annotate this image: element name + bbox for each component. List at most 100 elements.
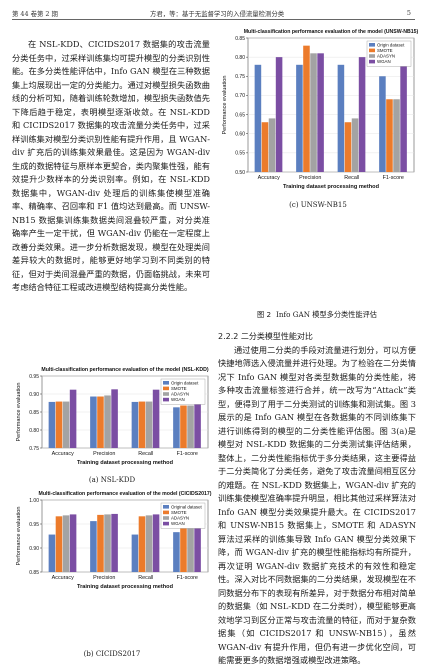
x-tick-label: Recall xyxy=(138,575,153,581)
bar xyxy=(145,515,153,572)
x-tick-label: Accuracy xyxy=(52,575,74,581)
legend-swatch xyxy=(163,381,169,385)
figure-caption-text: Info GAN 模型多分类性能评估 xyxy=(276,310,377,319)
right-column-text: 2.2.2 二分类模型性能对比 通过使用二分类的手段对流量进行划分，可以方便快捷… xyxy=(218,330,416,668)
x-tick-label: Precision xyxy=(299,175,321,181)
legend-swatch xyxy=(163,521,169,526)
x-tick-label: Accuracy xyxy=(52,451,74,457)
bar xyxy=(275,57,283,173)
bar xyxy=(351,118,359,172)
bar xyxy=(111,513,118,572)
bar xyxy=(138,516,146,572)
bar xyxy=(337,64,345,172)
running-title: 方君，等：基于无监督学习的入侵流量检测分类 xyxy=(150,10,285,18)
legend-swatch xyxy=(369,59,375,64)
bar xyxy=(62,401,70,448)
chart-title: Multi-classification performance evaluat… xyxy=(41,367,208,373)
chart-nsl: Multi-classification performance evaluat… xyxy=(16,367,209,466)
legend-label: ADASYN xyxy=(171,392,189,397)
bar xyxy=(268,118,276,172)
x-tick-label: F1-score xyxy=(177,451,198,457)
y-tick-label: 0.90 xyxy=(29,546,39,552)
bar xyxy=(173,407,180,448)
body-paragraph: 通过使用二分类的手段对流量进行划分，可以方便快捷地筛选入侵流量并进行处理。为了检… xyxy=(218,344,416,666)
y-tick-label: 0.60 xyxy=(235,132,245,138)
bar xyxy=(400,64,407,172)
bar xyxy=(187,405,194,448)
bar xyxy=(317,53,324,172)
bar xyxy=(145,401,153,448)
section-heading: 2.2.2 二分类模型性能对比 xyxy=(218,332,313,341)
legend-label: SMOTE xyxy=(377,48,393,53)
legend-label: ADASYN xyxy=(377,54,395,59)
bar xyxy=(180,515,187,572)
bar xyxy=(261,122,269,172)
bar xyxy=(310,53,317,172)
y-tick-label: 0.75 xyxy=(29,446,39,452)
left-column-text: 在 NSL-KDD、CICIDS2017 数据集的攻击流量分类任务中，过采样训练… xyxy=(12,38,210,295)
y-tick-label: 0.80 xyxy=(235,55,245,61)
bar xyxy=(303,45,310,172)
bar xyxy=(379,76,386,172)
y-tick-label: 0.50 xyxy=(235,170,245,176)
y-tick-label: 0.90 xyxy=(29,392,39,398)
legend-label: Origin dataset xyxy=(171,380,199,385)
y-tick-label: 0.95 xyxy=(29,522,39,528)
bar xyxy=(90,521,97,572)
bar xyxy=(138,401,146,448)
bar xyxy=(48,401,56,448)
figure-cic: Multi-classification performance evaluat… xyxy=(12,488,212,600)
legend-label: SMOTE xyxy=(171,510,187,515)
header-rule xyxy=(12,19,415,20)
x-tick-label: F1-score xyxy=(177,575,198,581)
y-tick-label: 0.85 xyxy=(29,570,39,576)
bar xyxy=(69,514,77,572)
x-tick-label: Precision xyxy=(93,451,115,457)
bar xyxy=(104,395,111,448)
bar xyxy=(55,401,63,448)
legend-label: Origin dataset xyxy=(377,42,405,47)
chart-title: Multi-classification performance evaluat… xyxy=(39,491,212,497)
bar xyxy=(55,516,63,572)
legend-swatch xyxy=(369,48,375,53)
y-tick-label: 0.85 xyxy=(29,410,39,416)
bar xyxy=(104,514,111,572)
y-tick-label: 0.95 xyxy=(29,374,39,380)
chart-unsw: Multi-classification performance evaluat… xyxy=(222,29,419,190)
legend-swatch xyxy=(163,516,169,520)
bar xyxy=(152,514,160,572)
figure-caption-label: 图 2 xyxy=(257,310,272,319)
legend-label: SMOTE xyxy=(171,386,187,391)
figure-caption: 图 2 Info GAN 模型多分类性能评估 xyxy=(218,310,416,320)
figure-unsw: Multi-classification performance evaluat… xyxy=(218,26,419,200)
bar xyxy=(69,389,77,448)
bar xyxy=(187,515,194,572)
y-tick-label: 0.65 xyxy=(235,112,245,118)
bar xyxy=(131,534,139,572)
y-tick-label: 0.75 xyxy=(235,74,245,80)
bar xyxy=(173,532,180,572)
bar xyxy=(358,57,366,173)
legend-swatch xyxy=(163,386,169,391)
legend-label: WGAN xyxy=(171,397,185,402)
bar xyxy=(180,405,187,448)
subcaption-cic: (b) CICIDS2017 xyxy=(83,650,141,658)
bar xyxy=(296,64,303,172)
legend-swatch xyxy=(163,397,169,402)
y-tick-label: 0.85 xyxy=(235,36,245,42)
x-tick-label: Recall xyxy=(344,175,359,181)
x-tick-label: Accuracy xyxy=(258,175,280,181)
legend-swatch xyxy=(369,54,375,58)
legend-label: Original dataset xyxy=(171,504,203,509)
legend-label: WGAN xyxy=(171,521,185,526)
bar xyxy=(48,534,56,572)
bar xyxy=(131,401,139,448)
y-tick-label: 0.55 xyxy=(235,151,245,157)
bar xyxy=(393,99,400,172)
legend-label: ADASYN xyxy=(171,516,189,521)
bar xyxy=(254,64,262,172)
legend-swatch xyxy=(163,505,169,509)
bar xyxy=(194,392,201,448)
chart-cic: Multi-classification performance evaluat… xyxy=(16,491,212,590)
bar xyxy=(97,396,104,448)
